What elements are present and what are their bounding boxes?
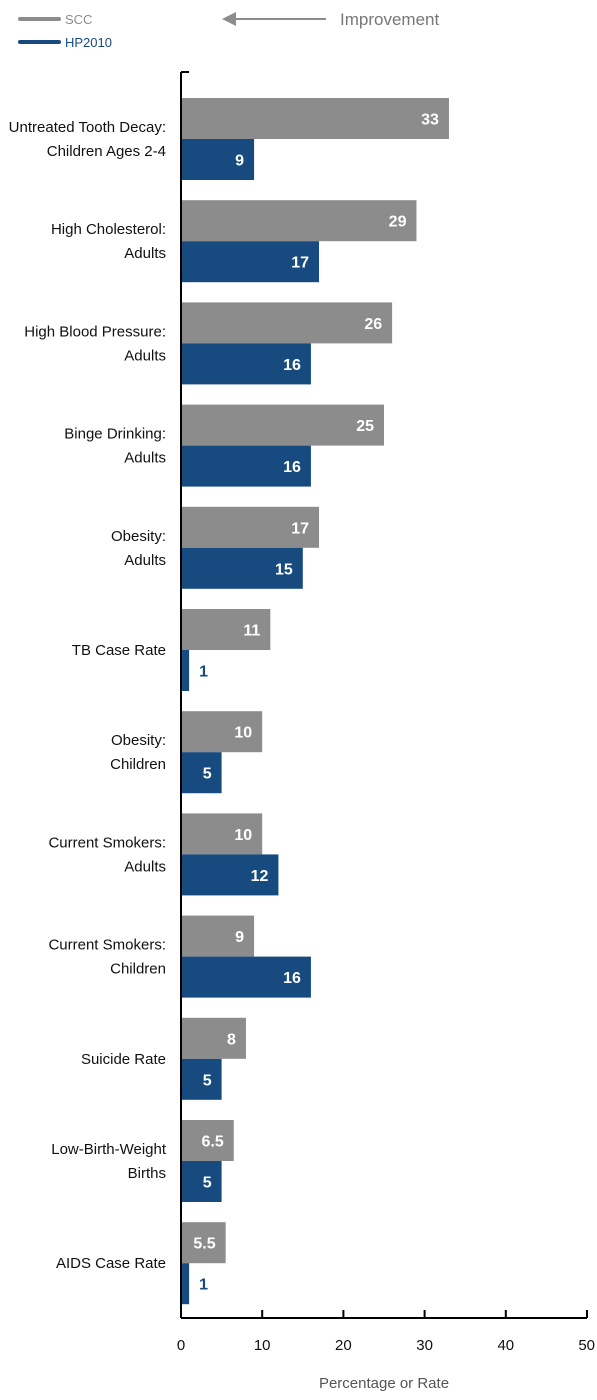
x-tick-label-50: 50	[578, 1337, 595, 1354]
bar-scc-4	[181, 404, 384, 446]
bar-scc-9	[181, 915, 255, 957]
value-label-scc-10: 8	[227, 1031, 236, 1048]
category-label-8-line-2: Adults	[124, 858, 166, 875]
value-label-hp2010-3: 16	[283, 357, 301, 374]
value-label-hp2010-1: 9	[235, 153, 244, 170]
value-label-scc-7: 10	[234, 725, 252, 742]
bar-scc-3	[181, 302, 393, 344]
improvement-annotation: Improvement	[222, 10, 439, 29]
category-label-5-line-1: Obesity:	[111, 528, 166, 545]
legend-label-hp2010: HP2010	[65, 35, 112, 50]
category-label-10: Suicide Rate	[81, 1051, 166, 1068]
category-label-1-line-2: Children Ages 2-4	[47, 143, 166, 160]
value-label-scc-3: 26	[364, 316, 382, 333]
category-label-3-line-1: High Blood Pressure:	[24, 323, 166, 340]
x-tick-label-30: 30	[416, 1337, 433, 1354]
value-label-scc-8: 10	[234, 827, 252, 844]
bar-hp2010-12	[181, 1263, 190, 1305]
value-label-hp2010-11: 5	[203, 1175, 212, 1192]
category-label-3-line-2: Adults	[124, 347, 166, 364]
bar-hp2010-10	[181, 1058, 222, 1100]
bar-scc-10	[181, 1017, 246, 1059]
category-label-11-line-2: Births	[128, 1165, 166, 1182]
bar-scc-1	[181, 98, 449, 139]
bar-scc-8	[181, 813, 263, 855]
x-axis-title: Percentage or Rate	[319, 1375, 449, 1392]
value-label-hp2010-5: 15	[275, 561, 293, 578]
value-label-hp2010-2: 17	[291, 255, 309, 272]
bar-hp2010-5	[181, 547, 303, 589]
value-label-scc-5: 17	[291, 520, 309, 537]
bar-group: 33 9 Untreated Tooth Decay: Children Ages 2…	[9, 98, 449, 1305]
bar-hp2010-11	[181, 1161, 222, 1202]
value-label-scc-11: 6.5	[202, 1134, 224, 1151]
value-label-scc-12: 5.5	[193, 1236, 215, 1253]
value-label-scc-9: 9	[235, 929, 244, 946]
value-label-scc-4: 25	[356, 418, 374, 435]
category-label-9-line-2: Children	[110, 961, 166, 978]
bar-hp2010-8	[181, 854, 279, 896]
value-label-hp2010-9: 16	[283, 970, 301, 987]
bar-hp2010-1	[181, 139, 255, 180]
category-label-7-line-1: Obesity:	[111, 732, 166, 749]
category-label-11-line-1: Low-Birth-Weight	[51, 1141, 167, 1158]
category-label-5-line-2: Adults	[124, 552, 166, 569]
improvement-label: Improvement	[340, 10, 439, 29]
value-label-hp2010-4: 16	[283, 459, 301, 476]
category-label-4-line-2: Adults	[124, 450, 166, 467]
x-tick-label-10: 10	[254, 1337, 271, 1354]
bar-hp2010-7	[181, 752, 222, 794]
bar-hp2010-9	[181, 956, 311, 998]
x-tick-label-0: 0	[177, 1337, 185, 1354]
value-label-hp2010-8: 12	[251, 868, 269, 885]
value-label-scc-6: 11	[243, 623, 260, 640]
value-label-hp2010-6: 1	[199, 664, 208, 681]
bar-hp2010-6	[181, 650, 190, 691]
bar-hp2010-3	[181, 343, 311, 385]
category-label-2-line-2: Adults	[124, 245, 166, 262]
category-label-7-line-2: Children	[110, 756, 166, 773]
bar-hp2010-2	[181, 241, 320, 283]
value-label-scc-2: 29	[389, 214, 407, 231]
bar-scc-11	[181, 1120, 234, 1161]
improvement-arrow-head	[222, 12, 236, 26]
x-tick-label-20: 20	[335, 1337, 352, 1354]
axes: 0 10 20 30 40 50 Percentage or Rate	[177, 71, 595, 1392]
legend: SCC HP2010	[18, 12, 112, 50]
bar-scc-12	[181, 1222, 226, 1264]
category-label-4-line-1: Binge Drinking:	[64, 426, 166, 443]
category-label-6: TB Case Rate	[72, 642, 166, 659]
category-label-8-line-1: Current Smokers:	[48, 834, 166, 851]
category-label-12: AIDS Case Rate	[56, 1255, 166, 1272]
legend-label-scc: SCC	[65, 12, 92, 27]
value-label-hp2010-7: 5	[203, 766, 212, 783]
value-label-scc-1: 33	[421, 112, 439, 129]
bar-hp2010-4	[181, 445, 311, 487]
category-label-1-line-1: Untreated Tooth Decay:	[9, 119, 166, 136]
category-label-2-line-1: High Cholesterol:	[51, 221, 166, 238]
value-label-hp2010-12: 1	[199, 1277, 208, 1294]
bar-scc-5	[181, 506, 320, 548]
bar-scc-7	[181, 711, 263, 753]
x-tick-label-40: 40	[497, 1337, 514, 1354]
bar-scc-6	[181, 609, 271, 650]
bar-scc-2	[181, 200, 417, 242]
category-label-9-line-1: Current Smokers:	[48, 937, 166, 954]
value-label-hp2010-10: 5	[203, 1072, 212, 1089]
